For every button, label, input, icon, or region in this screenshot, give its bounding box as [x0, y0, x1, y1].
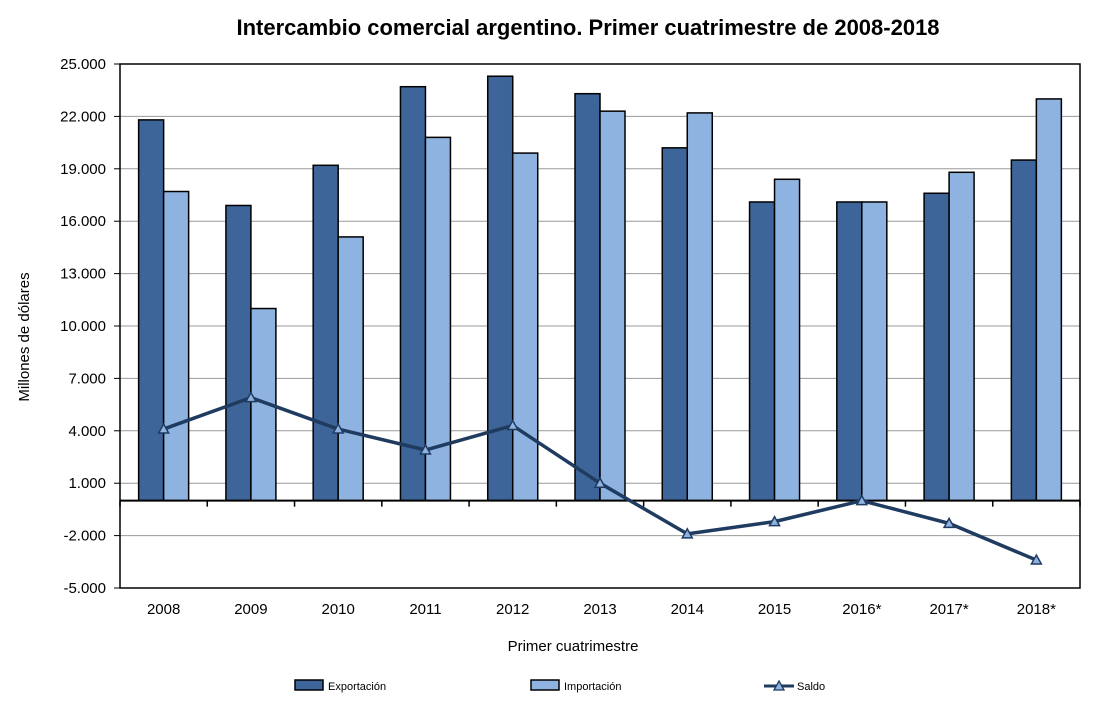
saldo-point — [942, 516, 956, 529]
x-tick-label: 2013 — [583, 601, 616, 618]
export-bar-2018 — [1010, 159, 1038, 502]
import-bar-2016 — [861, 201, 888, 502]
zero-axis — [119, 499, 1081, 507]
export-bar-2012 — [486, 75, 514, 502]
y-axis-label: Millones de dólares — [16, 272, 33, 401]
y-tick-label: 1.000 — [68, 475, 106, 492]
bars — [137, 75, 1063, 502]
saldo-point — [157, 422, 170, 434]
legend: Exportación Importación Saldo — [294, 679, 825, 693]
x-tick-label: 2010 — [321, 601, 354, 618]
legend-swatch — [530, 679, 560, 691]
y-tick-label: -5.000 — [63, 580, 106, 597]
export-bar-2016 — [836, 201, 863, 502]
y-tick-label: 7.000 — [68, 370, 106, 387]
saldo-point — [593, 476, 607, 488]
saldo-point — [419, 443, 432, 455]
saldo-line — [157, 391, 1043, 565]
saldo-point — [331, 422, 345, 434]
x-tick-label: 2008 — [147, 601, 180, 618]
export-bar-2017 — [923, 192, 950, 502]
export-bar-2013 — [574, 92, 601, 502]
import-bar-2018 — [1035, 98, 1063, 502]
export-bar-2010 — [312, 164, 339, 502]
legend-label: Saldo — [797, 681, 825, 693]
y-tick-label: 25.000 — [60, 56, 106, 73]
x-tick-label: 2009 — [234, 601, 267, 618]
y-tick-label: 13.000 — [60, 266, 106, 283]
x-tick-label: 2016* — [842, 601, 881, 618]
saldo-point — [855, 494, 869, 506]
chart-title: Intercambio comercial argentino. Primer … — [236, 15, 939, 40]
import-bar-2013 — [599, 110, 626, 502]
y-tick-labels: -5.000 -2.000 1.000 4.000 7.000 10.000 13.000 1… — [60, 56, 120, 597]
y-tick-label: 22.000 — [60, 108, 106, 125]
x-tick-label: 2012 — [496, 601, 529, 618]
import-bar-2011 — [424, 136, 452, 502]
import-bar-2012 — [511, 152, 539, 502]
export-bar-2014 — [661, 147, 689, 502]
y-tick-label: -2.000 — [63, 528, 106, 545]
saldo-point — [768, 515, 781, 527]
import-bar-2008 — [162, 190, 190, 502]
x-tick-labels: 2008 2009 2010 2011 2012 2013 2014 2015 2016* 201… — [147, 601, 1056, 618]
export-bar-2015 — [748, 201, 776, 502]
legend-label: Exportación — [328, 681, 386, 693]
y-tick-label: 10.000 — [60, 318, 106, 335]
export-bar-2009 — [225, 204, 252, 502]
x-tick-label: 2018* — [1017, 601, 1056, 618]
x-tick-label: 2014 — [671, 601, 704, 618]
import-bar-2015 — [773, 178, 801, 502]
import-bar-2014 — [686, 112, 714, 502]
y-tick-label: 16.000 — [60, 213, 106, 230]
y-tick-label: 4.000 — [68, 423, 106, 440]
legend-marker — [772, 679, 786, 691]
export-bar-2008 — [137, 119, 165, 502]
x-axis-label: Primer cuatrimestre — [508, 638, 639, 655]
saldo-point — [680, 527, 694, 539]
y-tick-label: 19.000 — [60, 161, 106, 178]
legend-label: Importación — [564, 681, 621, 693]
saldo-point — [244, 391, 258, 403]
import-bar-2017 — [948, 171, 975, 502]
x-tick-label: 2017* — [929, 601, 968, 618]
saldo-point — [506, 419, 520, 431]
x-tick-label: 2011 — [409, 601, 441, 618]
export-bar-2011 — [399, 85, 427, 502]
legend-swatch — [294, 679, 324, 691]
x-tick-label: 2015 — [758, 601, 791, 618]
import-bar-2010 — [337, 236, 364, 502]
saldo-point — [1030, 553, 1043, 565]
